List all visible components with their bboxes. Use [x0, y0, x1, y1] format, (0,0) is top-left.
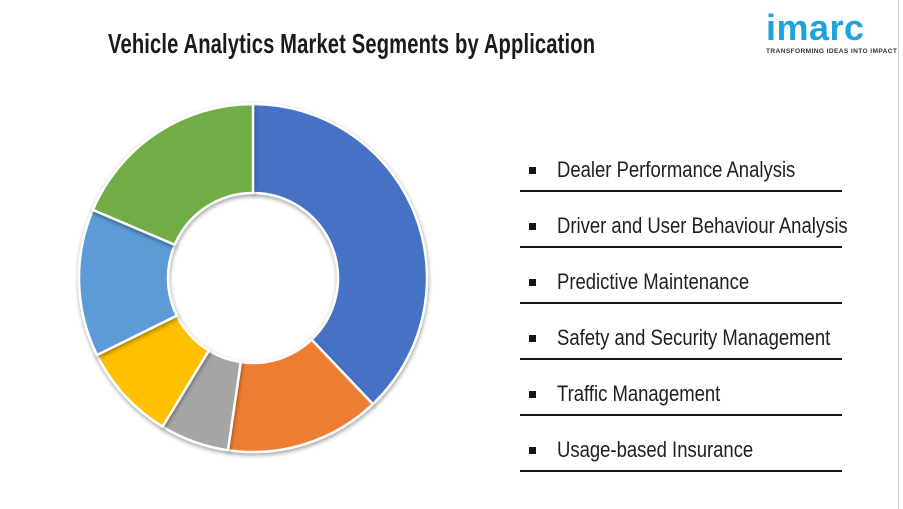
legend-item-label: Dealer Performance Analysis [557, 156, 796, 182]
slide-edge-line [898, 0, 899, 509]
legend-item: Driver and User Behaviour Analysis [520, 205, 848, 257]
divider-line [520, 358, 842, 360]
legend: Dealer Performance Analysis Driver and U… [520, 145, 848, 481]
legend-item-label: Usage-based Insurance [557, 436, 754, 462]
legend-item-label: Safety and Security Management [557, 324, 831, 350]
imarc-logo-tagline: TRANSFORMING IDEAS INTO IMPACT [766, 48, 898, 55]
legend-item-label: Driver and User Behaviour Analysis [557, 212, 848, 238]
donut-segment-1 [251, 102, 429, 406]
divider-line [520, 414, 842, 416]
chart-title: Vehicle Analytics Market Segments by App… [108, 28, 596, 59]
bullet-square-icon [529, 278, 536, 286]
legend-item: Traffic Management [520, 373, 842, 425]
bullet-square-icon [529, 222, 536, 230]
legend-item-label: Predictive Maintenance [557, 268, 750, 294]
donut-segment-6 [91, 102, 255, 246]
legend-item-label: Traffic Management [557, 380, 721, 406]
legend-item: Predictive Maintenance [520, 261, 842, 313]
imarc-logo: imarc TRANSFORMING IDEAS INTO IMPACT [766, 7, 898, 56]
bullet-square-icon [529, 446, 536, 454]
divider-line [520, 302, 842, 304]
imarc-logo-wordmark: imarc [766, 7, 865, 48]
bullet-square-icon [529, 166, 536, 174]
bullet-square-icon [529, 334, 536, 342]
divider-line [520, 190, 842, 192]
legend-item: Safety and Security Management [520, 317, 842, 369]
legend-item: Dealer Performance Analysis [520, 149, 842, 201]
divider-line [520, 246, 842, 248]
divider-line [520, 470, 842, 472]
legend-item: Usage-based Insurance [520, 429, 842, 481]
bullet-square-icon [529, 390, 536, 398]
